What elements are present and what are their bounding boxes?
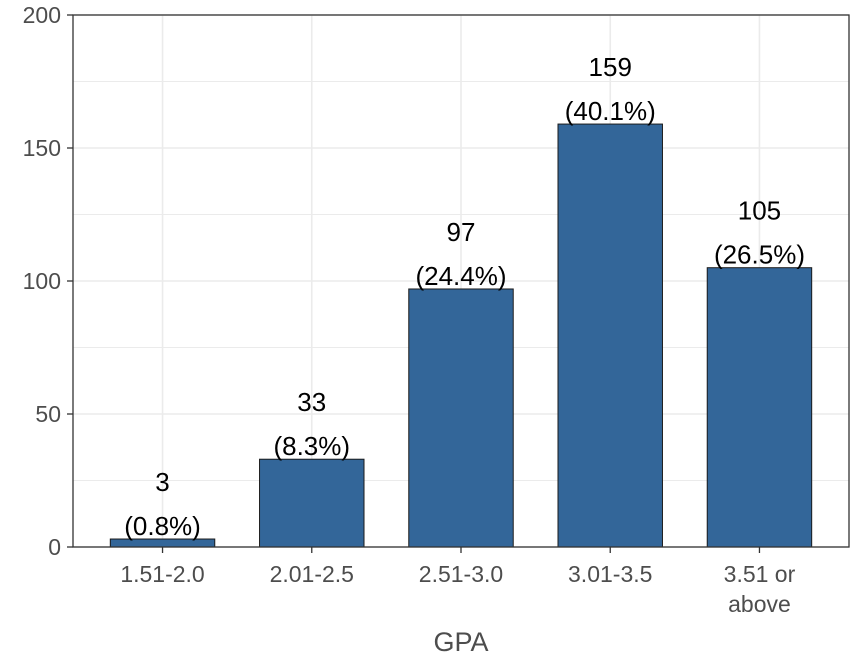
bar-data-label: 97 (24.4%) — [415, 217, 506, 291]
y-tick-label: 150 — [23, 135, 61, 161]
bar-count: 105 — [738, 196, 781, 226]
x-tick-label-line: 1.51-2.0 — [120, 561, 204, 587]
bar-percent: (0.8%) — [124, 511, 201, 541]
y-tick-label: 50 — [35, 401, 61, 427]
y-axis-ticks: 0 50 100 150 200 — [23, 2, 73, 560]
x-axis-ticks: 1.51-2.0 2.01-2.5 2.51-3.0 3.01-3.5 3.51 or a… — [120, 547, 796, 617]
bar-data-label: 33 (8.3%) — [273, 387, 350, 461]
bar-percent: (40.1%) — [565, 96, 656, 126]
x-tick-label: 1.51-2.0 — [120, 561, 204, 587]
bar — [408, 288, 514, 548]
bar-percent: (8.3%) — [273, 431, 350, 461]
x-tick-label: 3.51 or above — [724, 561, 796, 617]
bars — [109, 123, 813, 548]
data-labels: 3 (0.8%) 33 (8.3%) 97 (24.4%) 159 (40.1%) 105 (26… — [124, 52, 805, 541]
bar-count: 33 — [297, 387, 326, 417]
bar-data-label: 159 (40.1%) — [565, 52, 656, 126]
x-tick-label-line: 3.01-3.5 — [568, 561, 652, 587]
y-tick-label: 100 — [23, 268, 61, 294]
bar — [259, 458, 365, 548]
x-tick-label-line: 2.01-2.5 — [270, 561, 354, 587]
x-tick-label-line: 3.51 or — [724, 561, 796, 587]
x-tick-label-line: above — [728, 591, 791, 617]
bar — [706, 267, 813, 548]
x-axis-title: GPA — [433, 627, 488, 657]
bar-percent: (26.5%) — [714, 240, 805, 270]
x-tick-label: 2.51-3.0 — [419, 561, 503, 587]
x-tick-label-line: 2.51-3.0 — [419, 561, 503, 587]
bar — [557, 123, 663, 548]
bar-count: 97 — [447, 217, 476, 247]
y-tick-label: 0 — [48, 534, 61, 560]
bar-data-label: 3 (0.8%) — [124, 467, 201, 541]
bar-data-label: 105 (26.5%) — [714, 196, 805, 270]
x-tick-label: 3.01-3.5 — [568, 561, 652, 587]
y-tick-label: 200 — [23, 2, 61, 28]
x-tick-label: 2.01-2.5 — [270, 561, 354, 587]
bar-count: 3 — [155, 467, 169, 497]
bar-percent: (24.4%) — [415, 261, 506, 291]
bar-count: 159 — [589, 52, 632, 82]
